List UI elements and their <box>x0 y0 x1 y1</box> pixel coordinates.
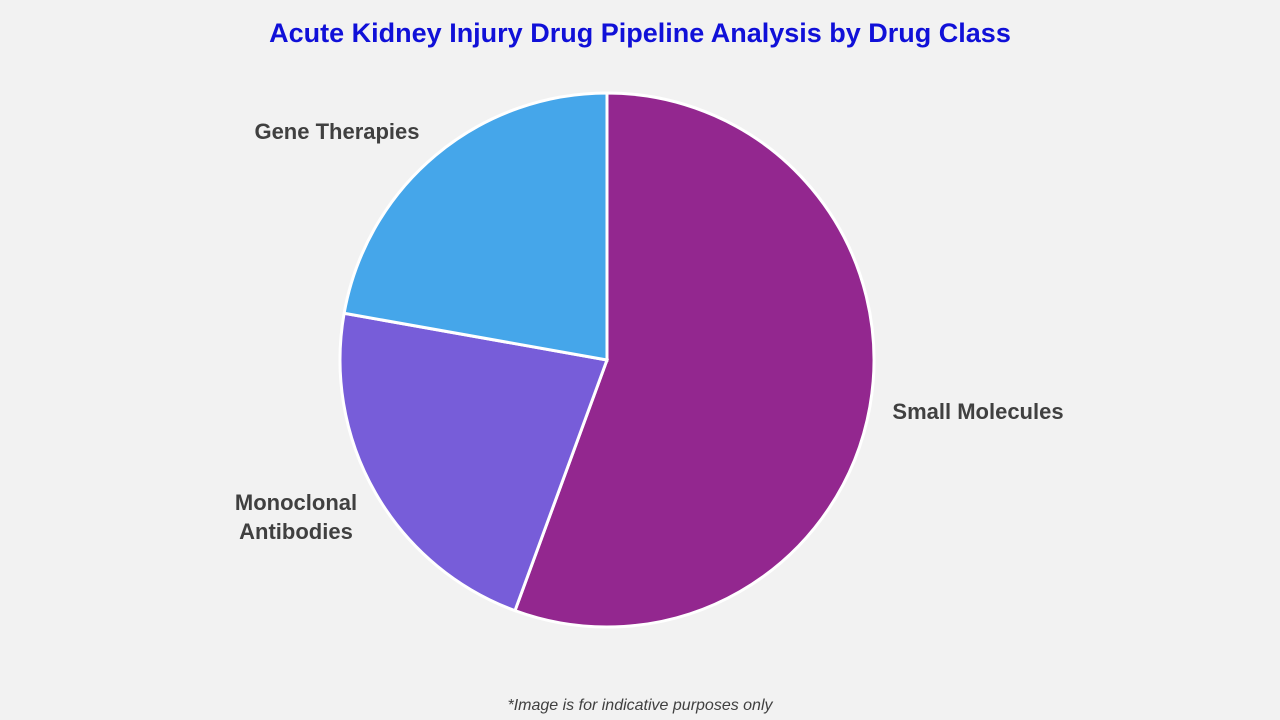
footnote: *Image is for indicative purposes only <box>507 697 773 714</box>
pie-slice-small-molecules <box>513 91 876 629</box>
slice-label: Monoclonal Antibodies <box>235 490 357 544</box>
slice-label: Gene Therapies <box>254 119 419 144</box>
pie-slice-gene-therapies <box>342 91 609 362</box>
slice-label: Small Molecules <box>892 399 1063 424</box>
pie-slice-monoclonal-antibodies <box>338 311 610 613</box>
chart-title: Acute Kidney Injury Drug Pipeline Analys… <box>269 18 1011 48</box>
